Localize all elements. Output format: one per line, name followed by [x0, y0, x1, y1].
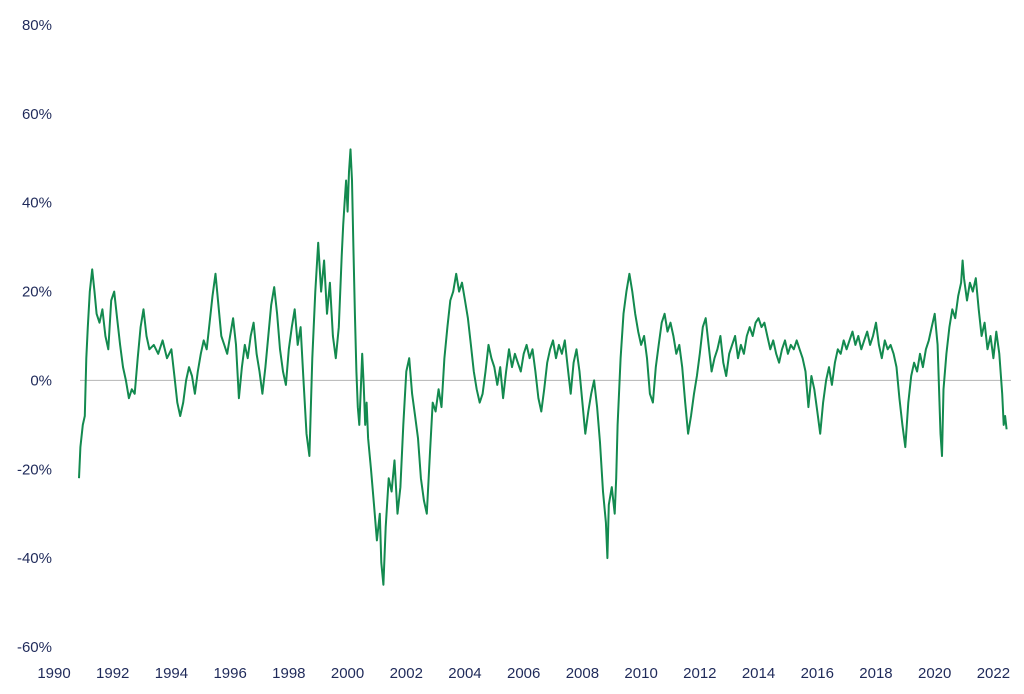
y-tick-label: -20% — [17, 461, 52, 478]
x-tick-label: 2020 — [918, 665, 951, 682]
x-tick-label: 1996 — [213, 665, 246, 682]
x-tick-label: 2008 — [566, 665, 599, 682]
x-tick-label: 2010 — [624, 665, 657, 682]
x-tick-label: 2022 — [977, 665, 1010, 682]
x-tick-label: 2018 — [859, 665, 892, 682]
y-tick-label: -40% — [17, 550, 52, 567]
y-tick-label: 0% — [30, 372, 52, 389]
y-tick-label: 80% — [22, 17, 52, 34]
x-tick-label: 2006 — [507, 665, 540, 682]
y-tick-label: -60% — [17, 639, 52, 656]
x-tick-label: 1992 — [96, 665, 129, 682]
x-tick-label: 2016 — [801, 665, 834, 682]
x-tick-label: 1990 — [37, 665, 70, 682]
y-tick-label: 40% — [22, 195, 52, 212]
x-tick-label: 1998 — [272, 665, 305, 682]
x-tick-label: 2012 — [683, 665, 716, 682]
x-axis-tick-labels: 1990 1992 1994 1996 1998 2000 2002 2004 2006 2008… — [37, 665, 1010, 682]
y-tick-label: 20% — [22, 284, 52, 301]
series-line — [78, 148, 1008, 586]
x-tick-label: 1994 — [155, 665, 188, 682]
x-tick-label: 2000 — [331, 665, 364, 682]
x-tick-label: 2002 — [390, 665, 423, 682]
y-tick-label: 60% — [22, 106, 52, 123]
y-axis-tick-labels: 80% 60% 40% 20% 0% -20% -40% -60% — [17, 17, 52, 656]
x-tick-label: 2014 — [742, 665, 775, 682]
x-tick-label: 2004 — [448, 665, 481, 682]
